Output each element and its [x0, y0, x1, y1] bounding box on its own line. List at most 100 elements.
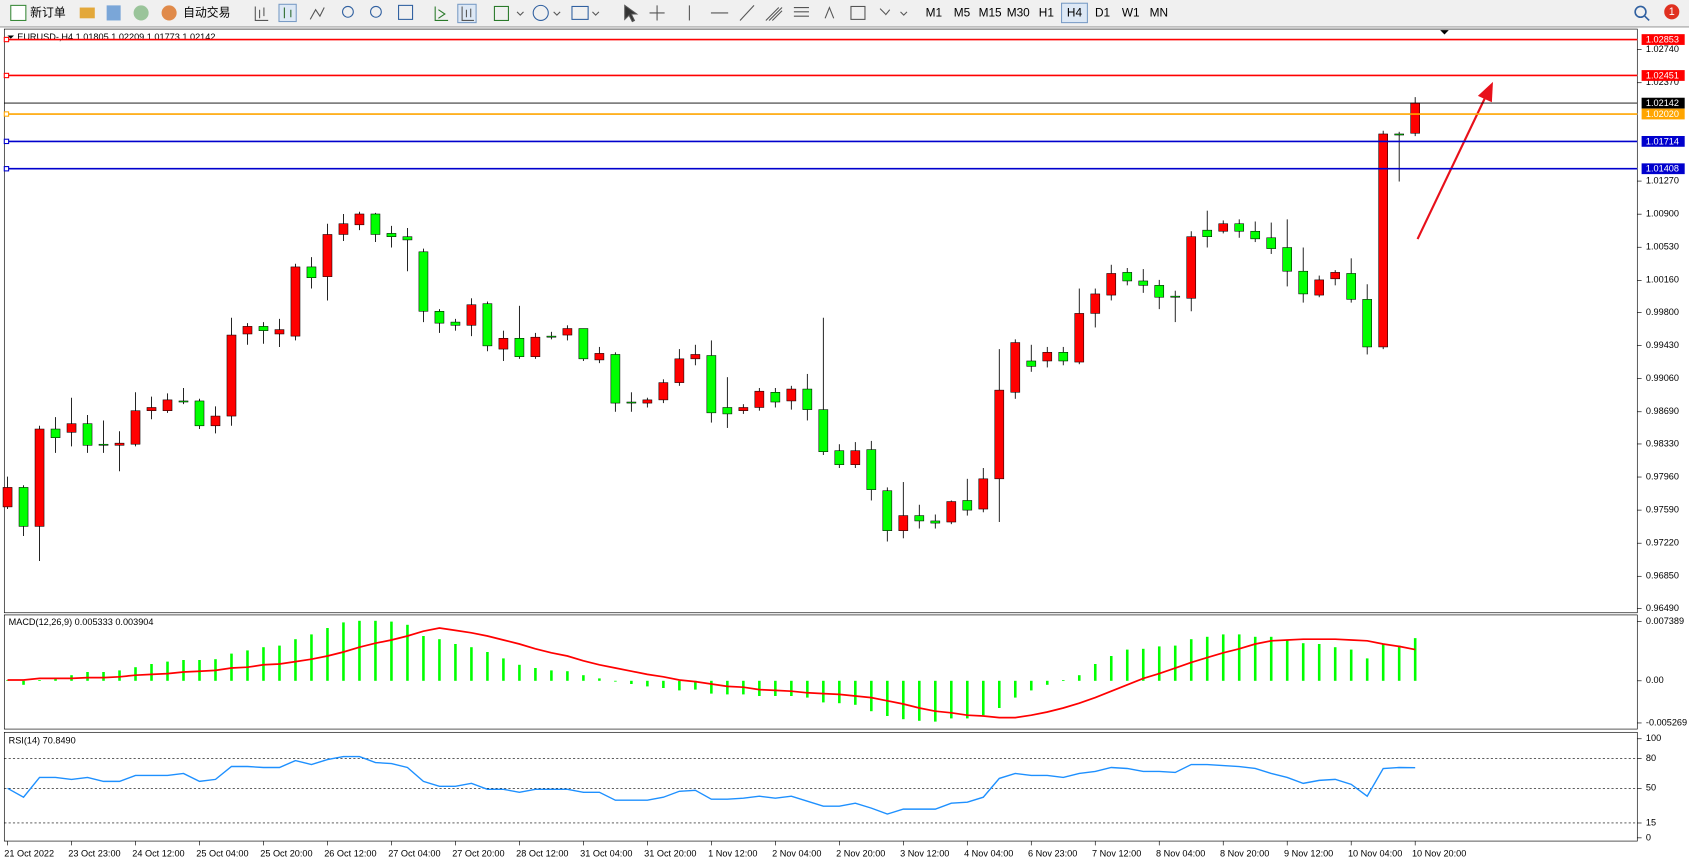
- line-tool[interactable]: [309, 7, 325, 20]
- periods[interactable]: [532, 4, 549, 21]
- shift-marker: [1440, 30, 1449, 35]
- notification-badge[interactable]: [1664, 4, 1680, 20]
- candle-body: [1106, 273, 1117, 296]
- label-tool[interactable]: [850, 5, 866, 20]
- auto-trading-icon[interactable]: [161, 5, 177, 21]
- y-tick-label: 0.98330: [1646, 438, 1679, 448]
- histogram-bar: [806, 680, 809, 698]
- timeframe-button[interactable]: H4: [1067, 6, 1083, 20]
- y-tick-label: 1.00530: [1646, 242, 1679, 252]
- chart-title: EURUSD-,H4 1.01805 1.02209 1.01773 1.021…: [17, 32, 215, 42]
- histogram-bar: [86, 672, 89, 681]
- bar-chart-tool[interactable]: [254, 6, 269, 21]
- histogram-bar: [1413, 638, 1417, 681]
- line-handle: [3, 72, 10, 79]
- histogram-bar: [326, 628, 329, 681]
- histogram-bar: [454, 644, 457, 681]
- trendline-tool[interactable]: [739, 5, 755, 21]
- rsi-line: [7, 755, 1416, 815]
- y-tick-label: 1.00160: [1646, 275, 1679, 285]
- histogram-bar: [997, 680, 1001, 708]
- fibo-tool[interactable]: [793, 7, 809, 17]
- timeframe-button[interactable]: D1: [1095, 6, 1110, 20]
- auto-trading-button[interactable]: 自动交易: [183, 6, 230, 20]
- toolbar-icon[interactable]: [106, 5, 121, 21]
- histogram-bar: [310, 634, 313, 681]
- channel-tool[interactable]: [765, 7, 783, 21]
- x-tick-label: 4 Nov 04:00: [964, 848, 1013, 858]
- notification-count: 1: [1669, 6, 1675, 18]
- arrows-tool[interactable]: [879, 8, 891, 16]
- timeframe-button[interactable]: MN: [1150, 6, 1168, 20]
- histogram-bar: [102, 672, 105, 681]
- candle-body: [418, 251, 429, 312]
- histogram-bar: [598, 678, 601, 681]
- templates[interactable]: [571, 5, 589, 20]
- histogram-bar: [758, 680, 761, 696]
- candle-body: [450, 321, 461, 326]
- search-icon[interactable]: [1634, 5, 1647, 19]
- histogram-bar: [774, 680, 777, 696]
- text-tool[interactable]: [824, 6, 835, 19]
- histogram-bar: [182, 660, 185, 681]
- toolbar-bg: [0, 0, 1689, 27]
- line-handle: [3, 111, 10, 117]
- histogram-bar: [358, 620, 361, 681]
- toolbar-icon[interactable]: [133, 5, 149, 21]
- candle-body: [370, 213, 381, 235]
- x-tick-label: 1 Nov 12:00: [708, 848, 757, 858]
- new-order-icon[interactable]: [10, 4, 27, 21]
- main-panel-frame: [3, 28, 1638, 614]
- line-handle: [3, 36, 10, 43]
- x-tick-label: 26 Oct 12:00: [324, 848, 376, 858]
- dropdown[interactable]: [592, 11, 600, 16]
- new-order-button[interactable]: 新订单: [30, 6, 66, 20]
- autoscroll[interactable]: [434, 6, 449, 21]
- candle-body: [674, 358, 685, 383]
- candle-body: [98, 443, 109, 446]
- candle-body: [210, 415, 221, 427]
- candle-body: [1282, 247, 1293, 272]
- timeframe-button[interactable]: M1: [926, 6, 942, 20]
- timeframe-selected: [1061, 2, 1088, 24]
- candle-body: [1186, 236, 1197, 299]
- timeframe-button[interactable]: M5: [954, 6, 971, 20]
- timeframe-button[interactable]: W1: [1122, 6, 1140, 20]
- price-label: 1.02142: [1646, 98, 1679, 108]
- candle-body: [1218, 223, 1229, 232]
- timeframe-button[interactable]: H1: [1039, 6, 1054, 20]
- tile-windows[interactable]: [398, 4, 414, 20]
- histogram-bar: [646, 680, 649, 687]
- cursor-tool[interactable]: [624, 4, 639, 23]
- y-tick-label: 1.02740: [1646, 44, 1679, 54]
- candle-body: [194, 400, 205, 427]
- dropdown[interactable]: [900, 11, 908, 16]
- price-label-box: [1641, 135, 1685, 147]
- timeframe-button[interactable]: M15: [979, 6, 1002, 20]
- candle-body: [162, 399, 173, 411]
- histogram-bar: [486, 652, 489, 681]
- indicators[interactable]: [493, 5, 509, 21]
- zoom-in[interactable]: [342, 5, 354, 18]
- rsi-panel-frame: [3, 731, 1638, 842]
- toolbar-icon[interactable]: [79, 7, 95, 19]
- candle-body: [1042, 352, 1053, 362]
- chart-shift[interactable]: [457, 3, 477, 24]
- timeframe-button[interactable]: M30: [1007, 6, 1030, 20]
- dropdown[interactable]: [553, 11, 561, 16]
- candle-body: [1026, 360, 1037, 367]
- histogram-bar: [1013, 680, 1017, 698]
- search-icon-handle: [1644, 15, 1650, 22]
- candle-body: [530, 336, 541, 357]
- candle-tool[interactable]: [278, 3, 297, 23]
- candle-body: [66, 423, 77, 433]
- candle-body: [962, 500, 973, 511]
- zoom-out[interactable]: [370, 5, 382, 18]
- candle-body: [1378, 133, 1388, 348]
- dropdown[interactable]: [516, 11, 524, 16]
- x-tick-label: 31 Oct 20:00: [644, 848, 696, 858]
- crosshair-tool[interactable]: [649, 5, 665, 21]
- candle-body: [834, 450, 845, 465]
- candle-body: [850, 450, 861, 465]
- y-tick-label: 0.96490: [1646, 603, 1679, 613]
